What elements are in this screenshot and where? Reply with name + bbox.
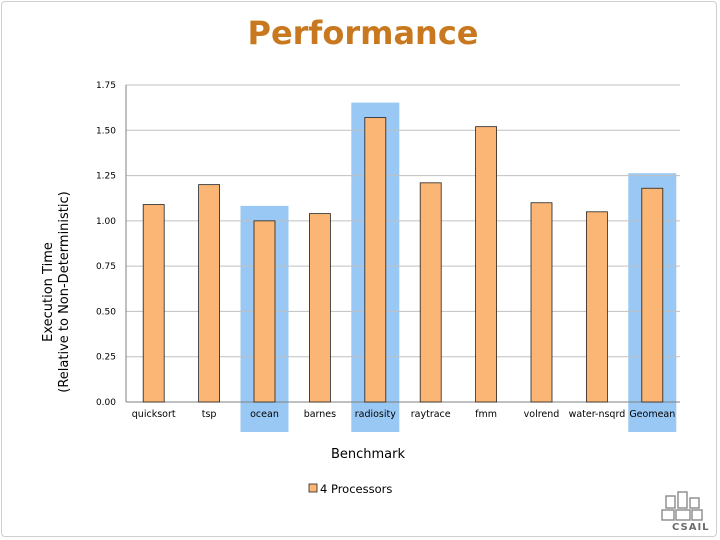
highlight-layer: [240, 102, 677, 432]
y-tick-label: 1.75: [96, 81, 116, 91]
bar-water-nsqrd: [586, 211, 608, 403]
y-tick-label: 0.50: [96, 307, 116, 317]
y-tick-label: 1.25: [96, 172, 116, 182]
x-axis-label: Benchmark: [331, 447, 406, 462]
y-tick-label: 1.50: [96, 126, 116, 136]
y-tick-labels: 0.00 0.25 0.50 0.75 1.00 1.25 1.50 1.75: [96, 81, 116, 408]
x-tick-label: volrend: [524, 409, 560, 420]
legend: 4 Processors: [308, 482, 392, 496]
csail-logo-icon: [661, 491, 703, 521]
y-axis-label-line-1: Execution Time: [41, 242, 56, 342]
x-tick-label: tsp: [202, 409, 217, 420]
y-axis-label: Execution Time (Relative to Non-Determin…: [41, 191, 72, 392]
x-tick-label: water-nsqrd: [569, 409, 626, 420]
x-tick-label: ocean: [250, 409, 279, 420]
bar-barnes: [308, 213, 331, 403]
x-tick-label: raytrace: [411, 409, 451, 420]
bar-radiosity: [364, 117, 387, 403]
bar-geomean: [641, 187, 664, 403]
bar-volrend: [530, 202, 553, 403]
bars: [142, 117, 664, 403]
legend-label: 4 Processors: [320, 482, 392, 496]
slide-title: Performance: [247, 14, 479, 52]
bar-quicksort: [142, 204, 165, 403]
y-tick-label: 1.00: [96, 217, 116, 227]
x-tick-label: Geomean: [629, 409, 675, 420]
legend-swatch: [308, 483, 318, 493]
bar-tsp: [198, 184, 221, 403]
y-tick-label: 0.75: [96, 262, 116, 272]
x-tick-label: quicksort: [132, 409, 176, 420]
y-tick-label: 0.25: [96, 353, 116, 363]
bar-raytrace: [419, 182, 442, 403]
x-tick-labels: quicksort tsp ocean barnes radiosity raytrace…: [132, 409, 675, 420]
x-tick-label: barnes: [304, 409, 336, 420]
y-axis-label-line-2: (Relative to Non-Deterministic): [57, 191, 72, 392]
x-tick-label: fmm: [475, 409, 497, 420]
bar-fmm: [475, 126, 498, 403]
logo-text: CSAIL: [672, 522, 710, 533]
x-tick-label: radiosity: [355, 409, 397, 420]
bar-ocean: [253, 220, 276, 403]
y-tick-label: 0.00: [96, 398, 116, 408]
